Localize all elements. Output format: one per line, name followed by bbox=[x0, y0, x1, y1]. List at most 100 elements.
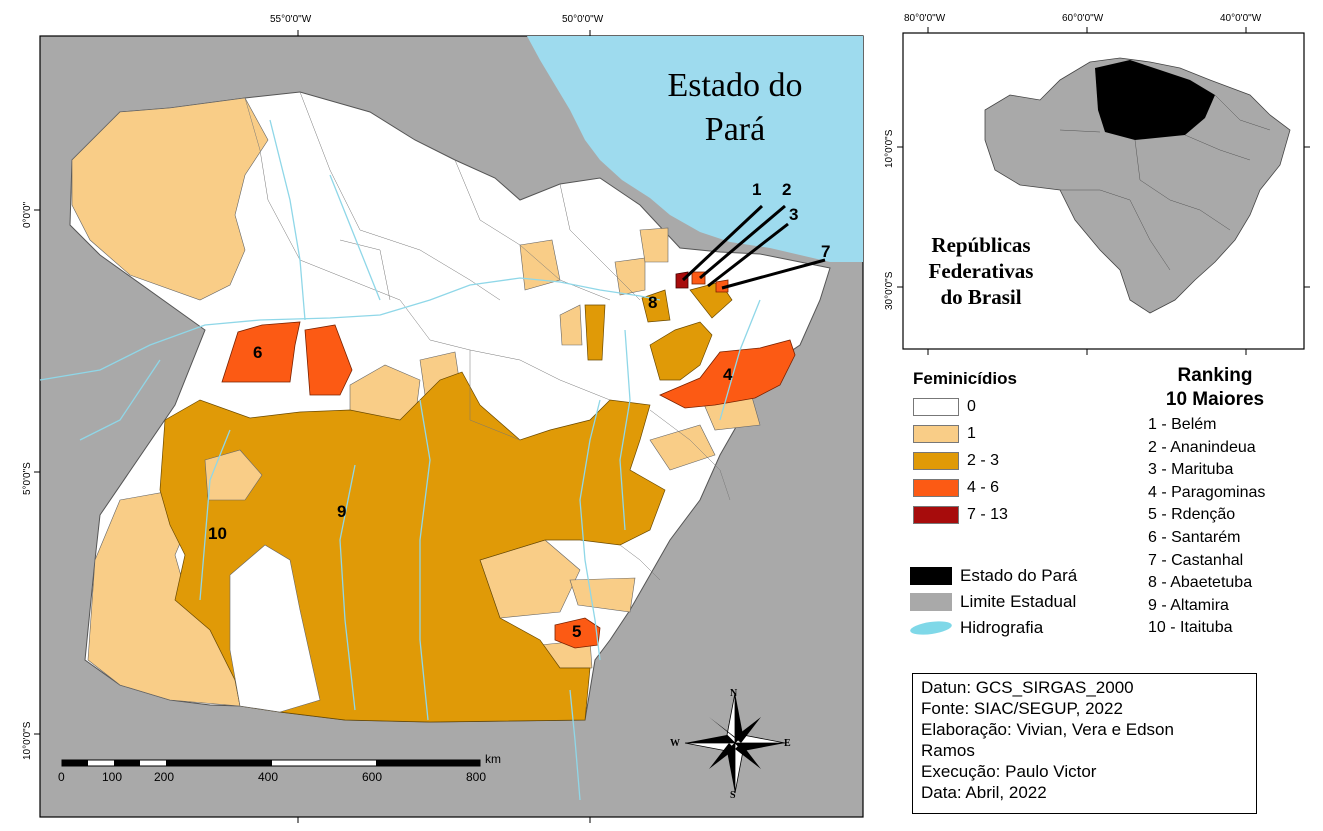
inset-label-line: Repúblicas bbox=[931, 233, 1031, 257]
municipality-class-1 bbox=[649, 424, 716, 471]
inset-label-line: Federativas bbox=[928, 259, 1034, 283]
municipality-class-1 bbox=[614, 257, 646, 296]
rank-label-1: 1 bbox=[752, 180, 762, 199]
municipality-class-0 bbox=[229, 544, 321, 713]
municipality-class-1 bbox=[71, 97, 269, 301]
ranking-title-line: Ranking bbox=[1177, 365, 1253, 386]
metadata-date: Data: Abril, 2022 bbox=[921, 783, 1047, 802]
hydrography-swatch bbox=[909, 619, 953, 637]
map-title: Estado do Pará bbox=[640, 64, 830, 152]
metadata-source: Fonte: SIAC/SEGUP, 2022 bbox=[921, 699, 1123, 718]
legend-item: 7 - 13 bbox=[913, 504, 1008, 526]
legend-label: 2 - 3 bbox=[967, 452, 1000, 469]
other-legend-item: Estado do Pará bbox=[910, 566, 1077, 586]
para-highlight bbox=[1095, 60, 1215, 140]
legend-label: 0 bbox=[967, 398, 976, 415]
municipality-class-4-6 bbox=[304, 324, 353, 396]
scale-label: 0 bbox=[58, 770, 65, 784]
municipality-belem bbox=[675, 271, 689, 289]
municipality-santarem bbox=[221, 321, 301, 383]
rank-label-7: 7 bbox=[821, 242, 831, 261]
ranking-title-line: 10 Maiores bbox=[1165, 389, 1265, 410]
legend-title: Feminicídios bbox=[913, 369, 1017, 388]
legend-item: 1 bbox=[913, 423, 976, 445]
rank-label-3: 3 bbox=[789, 205, 799, 224]
brazil-outline bbox=[984, 57, 1291, 314]
ranking-title: Ranking 10 Maiores bbox=[1140, 364, 1290, 412]
legend-swatch bbox=[913, 398, 959, 416]
other-legend-label: Hidrografia bbox=[960, 618, 1044, 637]
other-legend-label: Limite Estadual bbox=[960, 592, 1077, 611]
compass-south: S bbox=[730, 790, 736, 801]
inset-top-tick-label: 80°0'0"W bbox=[904, 13, 946, 24]
ranking-item: 4 - Paragominas bbox=[1148, 483, 1266, 501]
metadata-execution: Execução: Paulo Victor bbox=[921, 762, 1097, 781]
rank-label-2: 2 bbox=[782, 180, 792, 199]
ranking-item: 6 - Santarém bbox=[1148, 529, 1241, 546]
ranking-item: 5 - Rdenção bbox=[1148, 506, 1236, 524]
legend-item: 0 bbox=[913, 396, 976, 418]
map-title-line: Pará bbox=[704, 111, 766, 148]
legend-swatch bbox=[913, 506, 959, 524]
inset-side-tick-label: 10°0'0"S bbox=[884, 129, 895, 168]
other-legend-swatch bbox=[910, 567, 952, 585]
rank-label-5: 5 bbox=[572, 622, 582, 641]
scale-label: 800 bbox=[466, 770, 487, 784]
ranking-item: 8 - Abaetetuba bbox=[1148, 574, 1253, 592]
map-ticks bbox=[34, 30, 591, 823]
map-left-tick-label: 5°0'0"S bbox=[22, 462, 33, 495]
other-legend-item: Hidrografia bbox=[909, 618, 1044, 638]
municipality-paragominas bbox=[659, 339, 796, 409]
rank-label-4: 4 bbox=[723, 365, 733, 384]
scale-label: 100 bbox=[102, 770, 123, 784]
scale-label: 400 bbox=[258, 770, 279, 784]
legend-item: 2 - 3 bbox=[913, 450, 999, 472]
ranking-item: 3 - Marituba bbox=[1148, 461, 1234, 479]
municipality-castanhal bbox=[715, 279, 729, 293]
municipality-class-1 bbox=[639, 227, 669, 263]
metadata-datum: Datun: GCS_SIRGAS_2000 bbox=[921, 678, 1134, 697]
other-legend-swatch bbox=[910, 593, 952, 611]
rank-label-8: 8 bbox=[648, 293, 658, 312]
municipality-class-1 bbox=[204, 449, 263, 501]
legend-swatch bbox=[913, 425, 959, 443]
metadata-box: Datun: GCS_SIRGAS_2000 Fonte: SIAC/SEGUP… bbox=[912, 673, 1257, 814]
hydrography bbox=[39, 119, 761, 801]
compass-east: E bbox=[784, 738, 791, 749]
legend-label: 4 - 6 bbox=[967, 479, 1000, 496]
ranking-item: 9 - Altamira bbox=[1148, 596, 1229, 614]
rank-leader-lines bbox=[681, 204, 826, 290]
legend-swatch bbox=[913, 479, 959, 497]
inset-top-tick-label: 40°0'0"W bbox=[1220, 13, 1262, 24]
rank-label-9: 9 bbox=[337, 502, 347, 521]
ranking-item: 1 - Belém bbox=[1148, 416, 1217, 433]
legend-label: 1 bbox=[967, 425, 976, 442]
ranking-item: 7 - Castanhal bbox=[1148, 551, 1244, 569]
legend-item: 4 - 6 bbox=[913, 477, 999, 499]
municipality-class-1 bbox=[559, 304, 583, 346]
other-legend-item: Limite Estadual bbox=[910, 592, 1076, 612]
compass-rose bbox=[684, 692, 786, 794]
scale-label: 600 bbox=[362, 770, 383, 784]
municipality-class-2-3 bbox=[649, 321, 713, 381]
municipality-class-1 bbox=[569, 577, 636, 613]
map-top-tick-label: 50°0'0"W bbox=[562, 14, 604, 25]
legend-label: 7 - 13 bbox=[967, 506, 1008, 523]
inset-brazil-label: Repúblicas Federativas do Brasil bbox=[906, 232, 1056, 310]
scale-bar bbox=[61, 759, 481, 767]
legend-swatch bbox=[913, 452, 959, 470]
inset-top-tick-label: 60°0'0"W bbox=[1062, 13, 1104, 24]
inset-ticks bbox=[897, 27, 1310, 355]
scale-unit: km bbox=[485, 752, 501, 766]
municipality-class-2-3 bbox=[584, 304, 606, 361]
brazil-state-lines bbox=[1059, 94, 1271, 271]
map-title-line: Estado do bbox=[667, 67, 803, 104]
ocean bbox=[527, 36, 863, 262]
inset-label-line: do Brasil bbox=[940, 285, 1022, 309]
metadata-authors: Elaboração: Vivian, Vera e Edson bbox=[921, 720, 1174, 739]
map-top-tick-label: 55°0'0"W bbox=[270, 14, 312, 25]
rank-label-10: 10 bbox=[208, 524, 227, 543]
inset-side-tick-label: 30°0'0"S bbox=[884, 271, 895, 310]
compass-west: W bbox=[670, 738, 680, 749]
